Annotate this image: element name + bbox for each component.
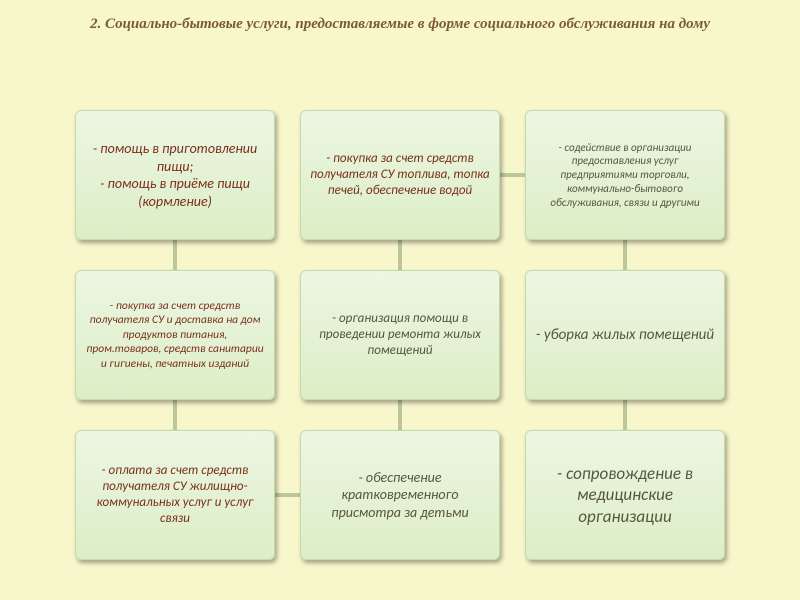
connector (173, 240, 177, 270)
box-3-2: - уборка жилых помещений (525, 270, 725, 400)
box-2-3: - обеспечение кратковременного присмотра… (300, 430, 500, 560)
connector (275, 493, 300, 497)
connector (398, 400, 402, 430)
connector (173, 400, 177, 430)
box-1-3: - оплата за счет средств получателя СУ ж… (75, 430, 275, 560)
box-3-3: - сопровождение в медицинские организаци… (525, 430, 725, 560)
connector (623, 400, 627, 430)
box-2-1: - покупка за счет средств получателя СУ … (300, 110, 500, 240)
box-1-1: - помощь в приготовлении пищи; - помощь … (75, 110, 275, 240)
connector (398, 240, 402, 270)
connector (500, 173, 525, 177)
box-3-1: - содействие в организации предоставлени… (525, 110, 725, 240)
connector (623, 240, 627, 270)
box-1-2: - покупка за счет средств получателя СУ … (75, 270, 275, 400)
box-2-2: - организация помощи в проведении ремонт… (300, 270, 500, 400)
page-title: 2. Социально-бытовые услуги, предоставля… (0, 14, 800, 35)
